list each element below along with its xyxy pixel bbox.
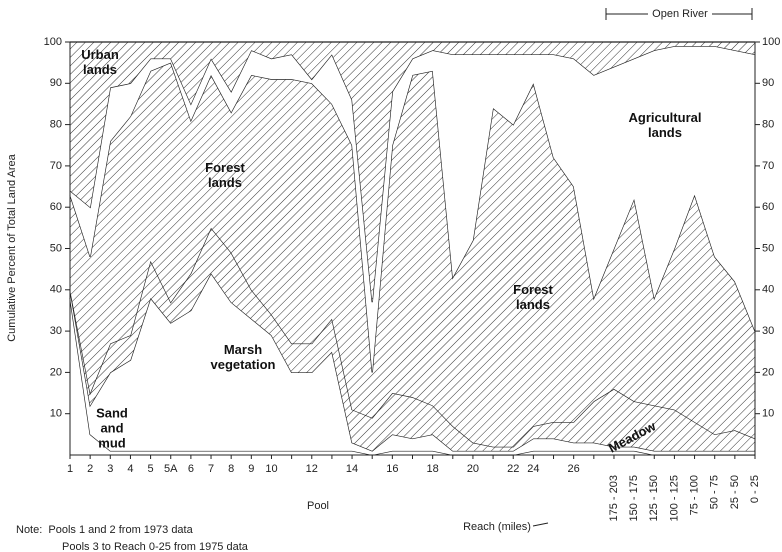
y-tick-label: 70 xyxy=(50,160,62,172)
open-river-label: Open River xyxy=(652,8,708,20)
x-tick-label: 150 - 175 xyxy=(628,475,640,521)
x-tick-label: 6 xyxy=(188,463,194,475)
y2-tick-label: 40 xyxy=(762,284,774,296)
y2-tick-label: 70 xyxy=(762,160,774,172)
y2-tick-label: 20 xyxy=(762,366,774,378)
x-tick-label: 25 - 50 xyxy=(729,475,741,509)
note: Note: Pools 1 and 2 from 1973 data xyxy=(16,524,193,536)
x-tick-label: 5A xyxy=(164,463,178,475)
x-tick-label: 16 xyxy=(386,463,398,475)
reach-arrow xyxy=(532,522,549,527)
x-tick-label: 24 xyxy=(527,463,539,475)
x-tick-label: 20 xyxy=(467,463,479,475)
area-label: Urban lands xyxy=(81,47,119,77)
area-label: Sand and mud xyxy=(96,405,128,451)
x-tick-label: 7 xyxy=(208,463,214,475)
area xyxy=(70,46,755,373)
note: Pools 3 to Reach 0-25 from 1975 data xyxy=(62,541,248,552)
y2-tick-label: 90 xyxy=(762,77,774,89)
x-tick-label: 3 xyxy=(107,463,113,475)
y2-tick-label: 30 xyxy=(762,325,774,337)
area-label: Agricultural lands xyxy=(628,110,702,140)
y-tick-label: 100 xyxy=(44,36,62,48)
area-label: Marsh vegetation xyxy=(210,342,276,372)
x-tick-label: 5 xyxy=(148,463,154,475)
x-tick-label: 4 xyxy=(127,463,133,475)
x-tick-label: 8 xyxy=(228,463,234,475)
y-tick-label: 20 xyxy=(50,366,62,378)
x-tick-label: 0 - 25 xyxy=(749,475,761,503)
y-tick-label: 10 xyxy=(50,408,62,420)
x-tick-label: 10 xyxy=(265,463,277,475)
y-tick-label: 80 xyxy=(50,119,62,131)
x-tick-label: 125 - 150 xyxy=(648,475,660,521)
y-tick-label: 90 xyxy=(50,77,62,89)
x-tick-label: 175 - 203 xyxy=(608,475,620,521)
x-tick-label: 9 xyxy=(248,463,254,475)
x-tick-label: 100 - 125 xyxy=(668,475,680,521)
x-tick-label: 22 xyxy=(507,463,519,475)
area xyxy=(70,273,755,455)
y2-tick-label: 100 xyxy=(762,36,780,48)
x-axis-label: Pool xyxy=(307,500,329,512)
x-tick-label: 75 - 100 xyxy=(688,475,700,515)
y-axis-label: Cumulative Percent of Total Land Area xyxy=(6,153,18,341)
x-tick-label: 1 xyxy=(67,463,73,475)
area-label: Forest lands xyxy=(205,160,245,190)
area-label: Forest lands xyxy=(513,282,553,312)
y-tick-label: 40 xyxy=(50,284,62,296)
reach-label: Reach (miles) xyxy=(463,521,531,533)
x-tick-label: 50 - 75 xyxy=(709,475,721,509)
y-tick-label: 30 xyxy=(50,325,62,337)
y2-tick-label: 80 xyxy=(762,119,774,131)
x-tick-label: 18 xyxy=(427,463,439,475)
y2-tick-label: 50 xyxy=(762,242,774,254)
y-tick-label: 60 xyxy=(50,201,62,213)
y2-tick-label: 60 xyxy=(762,201,774,213)
area xyxy=(70,42,755,303)
x-tick-label: 14 xyxy=(346,463,358,475)
x-tick-label: 12 xyxy=(306,463,318,475)
y-tick-label: 50 xyxy=(50,242,62,254)
area xyxy=(70,227,755,451)
x-tick-label: 26 xyxy=(568,463,580,475)
y2-tick-label: 10 xyxy=(762,408,774,420)
x-tick-label: 2 xyxy=(87,463,93,475)
area xyxy=(70,62,755,447)
